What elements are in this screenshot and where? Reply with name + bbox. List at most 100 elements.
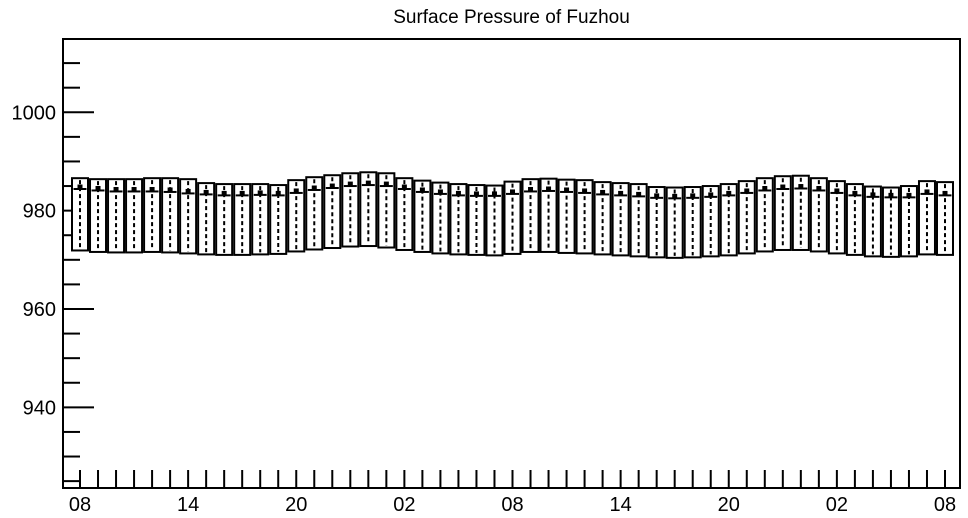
mean-marker bbox=[95, 186, 101, 192]
mean-marker bbox=[708, 192, 714, 198]
box-rect bbox=[269, 184, 288, 255]
x-axis-label: 20 bbox=[718, 494, 740, 516]
box-rect bbox=[719, 183, 738, 257]
mean-marker bbox=[888, 192, 894, 198]
box-rect bbox=[899, 185, 918, 258]
box-rect bbox=[755, 177, 774, 253]
y-axis-label: 960 bbox=[23, 299, 56, 321]
box-rect bbox=[557, 178, 576, 254]
mean-marker bbox=[780, 184, 786, 190]
mean-marker bbox=[816, 186, 822, 192]
x-axis-label: 08 bbox=[934, 494, 956, 516]
box-rect bbox=[197, 182, 216, 256]
box-rect bbox=[413, 179, 432, 253]
mean-marker bbox=[239, 190, 245, 196]
mean-marker bbox=[311, 185, 317, 191]
mean-marker bbox=[636, 191, 642, 197]
mean-marker bbox=[221, 190, 227, 196]
mean-marker bbox=[131, 186, 137, 192]
box-rect bbox=[125, 178, 144, 254]
mean-marker bbox=[546, 186, 552, 192]
box-rect bbox=[215, 183, 234, 256]
box-rect bbox=[341, 172, 360, 248]
box-rect bbox=[521, 178, 540, 253]
mean-marker bbox=[654, 193, 660, 199]
box-rect bbox=[107, 178, 126, 254]
mean-marker bbox=[564, 187, 570, 193]
box-rect bbox=[629, 183, 648, 258]
box-rect bbox=[701, 185, 720, 258]
y-axis-label: 1000 bbox=[12, 102, 57, 124]
box-rect bbox=[431, 181, 450, 255]
mean-marker bbox=[275, 190, 281, 196]
mean-marker bbox=[437, 189, 443, 195]
mean-marker bbox=[618, 190, 624, 196]
box-rect bbox=[845, 183, 864, 256]
box-rect bbox=[647, 186, 666, 259]
box-rect bbox=[773, 175, 792, 251]
box-rect bbox=[665, 186, 684, 259]
mean-marker bbox=[455, 190, 461, 196]
x-axis-label: 20 bbox=[285, 494, 307, 516]
y-axis-label: 940 bbox=[23, 397, 56, 419]
mean-marker bbox=[77, 184, 83, 190]
box-rect bbox=[467, 184, 486, 256]
box-rect bbox=[683, 186, 702, 259]
mean-marker bbox=[149, 186, 155, 192]
mean-marker bbox=[690, 193, 696, 199]
x-axis-label: 14 bbox=[177, 494, 199, 516]
mean-marker bbox=[600, 189, 606, 195]
box-rect bbox=[809, 177, 828, 253]
box-rect bbox=[863, 185, 882, 258]
mean-marker bbox=[582, 188, 588, 194]
box-rect bbox=[881, 186, 900, 258]
mean-marker bbox=[852, 190, 858, 196]
mean-marker bbox=[834, 188, 840, 194]
mean-marker bbox=[672, 193, 678, 199]
mean-marker bbox=[510, 189, 515, 195]
box-rect bbox=[827, 180, 846, 255]
mean-marker bbox=[528, 186, 534, 192]
box-rect bbox=[71, 177, 89, 252]
plot-frame bbox=[62, 38, 961, 489]
mean-marker bbox=[762, 186, 768, 192]
mean-marker bbox=[203, 189, 209, 195]
box-rect bbox=[539, 177, 558, 253]
box-rect bbox=[143, 177, 162, 253]
box-rect bbox=[449, 183, 468, 256]
box-rect bbox=[89, 178, 108, 253]
mean-marker bbox=[906, 192, 912, 198]
mean-marker bbox=[419, 187, 425, 193]
mean-marker bbox=[167, 187, 173, 193]
mean-marker bbox=[347, 181, 353, 187]
box-rect bbox=[917, 180, 936, 256]
box-rect bbox=[593, 181, 612, 256]
mean-marker bbox=[798, 184, 804, 190]
box-rect bbox=[575, 179, 594, 255]
mean-marker bbox=[257, 190, 263, 196]
mean-marker bbox=[293, 188, 299, 194]
box-rect bbox=[287, 179, 306, 253]
box-rect bbox=[323, 174, 342, 250]
mean-marker bbox=[473, 191, 479, 197]
box-rect bbox=[233, 183, 252, 256]
mean-marker bbox=[401, 184, 407, 190]
x-axis-label: 14 bbox=[610, 494, 632, 516]
box-rect bbox=[359, 171, 378, 248]
mean-marker bbox=[383, 181, 389, 187]
mean-marker bbox=[924, 189, 930, 195]
chart-title: Surface Pressure of Fuzhou bbox=[393, 7, 630, 28]
x-axis-label: 02 bbox=[826, 494, 848, 516]
mean-marker bbox=[726, 190, 732, 196]
x-axis-label: 08 bbox=[501, 494, 523, 516]
mean-marker bbox=[365, 180, 371, 186]
mean-marker bbox=[329, 183, 335, 189]
mean-marker bbox=[185, 188, 191, 194]
box-rect bbox=[936, 181, 954, 256]
box-rect bbox=[503, 180, 522, 255]
x-axis-label: 02 bbox=[393, 494, 415, 516]
x-axis-label: 08 bbox=[69, 494, 91, 516]
box-rect bbox=[737, 180, 756, 255]
